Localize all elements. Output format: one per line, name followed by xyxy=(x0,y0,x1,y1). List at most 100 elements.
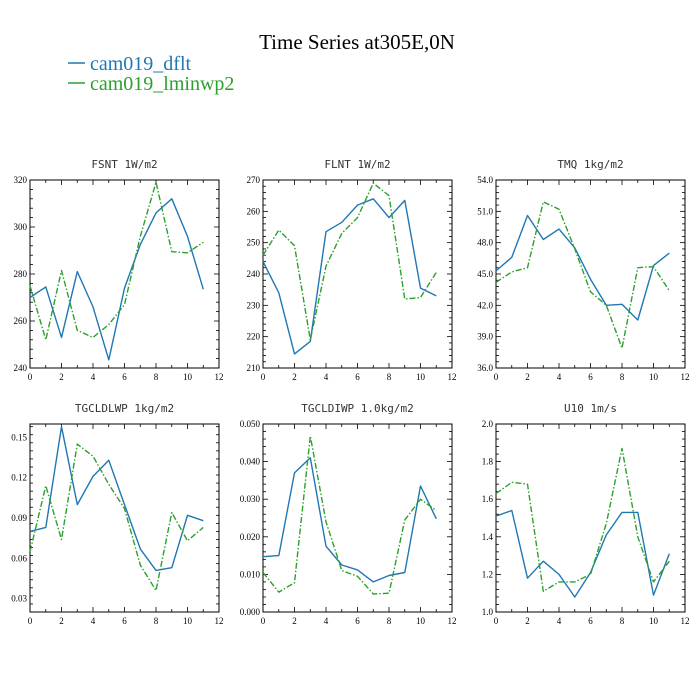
panel-6: U10 1m/s 0 2 4 6 8 10 12 1.0 1.2 1.4 1.6 1.8 2.0 xyxy=(482,402,690,626)
panel-title: U10 1m/s xyxy=(564,402,617,415)
y-tick-label: 1.4 xyxy=(482,532,494,542)
series-line-lminwp2 xyxy=(262,182,437,341)
x-tick-label: 2 xyxy=(292,372,297,382)
panel-title: TGCLDIWP 1.0kg/m2 xyxy=(301,402,414,415)
x-tick-label: 12 xyxy=(448,616,457,626)
x-tick-label: 2 xyxy=(59,372,64,382)
x-tick-label: 8 xyxy=(620,616,625,626)
x-tick-label: 10 xyxy=(649,616,659,626)
y-tick-label: 0.010 xyxy=(240,569,261,579)
x-tick-label: 8 xyxy=(387,372,392,382)
legend: cam019_dflt cam019_lminwp2 xyxy=(68,53,234,95)
x-tick-label: 6 xyxy=(122,372,127,382)
y-tick-label: 51.0 xyxy=(477,206,493,216)
x-tick-label: 2 xyxy=(525,616,530,626)
y-tick-label: 2.0 xyxy=(482,419,494,429)
x-tick-label: 6 xyxy=(122,616,127,626)
legend-label-lminwp2: cam019_lminwp2 xyxy=(90,73,234,95)
series-line-dflt xyxy=(262,457,437,583)
panel-3: TMQ 1kg/m2 0 2 4 6 8 10 12 36.0 39.0 42.0 45.0 48.0 5… xyxy=(477,158,689,382)
plot-frame xyxy=(29,179,220,369)
y-tick-label: 1.8 xyxy=(482,457,494,467)
y-tick-label: 36.0 xyxy=(477,363,493,373)
x-tick-label: 4 xyxy=(557,372,562,382)
series-line-lminwp2 xyxy=(495,201,670,349)
y-tick-label: 230 xyxy=(247,300,261,310)
legend-label-dflt: cam019_dflt xyxy=(90,53,192,75)
x-tick-label: 8 xyxy=(387,616,392,626)
y-tick-label: 0.15 xyxy=(11,432,27,442)
x-tick-label: 0 xyxy=(28,372,33,382)
series-line-lminwp2 xyxy=(495,447,670,592)
x-tick-label: 8 xyxy=(154,616,159,626)
x-tick-label: 10 xyxy=(416,372,426,382)
x-tick-label: 4 xyxy=(91,616,96,626)
panel-title: FSNT 1W/m2 xyxy=(91,158,157,171)
y-tick-label: 42.0 xyxy=(477,300,493,310)
x-tick-label: 12 xyxy=(681,372,690,382)
panel-title: FLNT 1W/m2 xyxy=(324,158,390,171)
x-tick-label: 6 xyxy=(355,372,360,382)
y-tick-label: 0.06 xyxy=(11,553,27,563)
x-tick-label: 8 xyxy=(154,372,159,382)
y-tick-label: 0.020 xyxy=(240,532,261,542)
x-tick-label: 0 xyxy=(261,372,266,382)
x-tick-label: 12 xyxy=(448,372,457,382)
y-tick-label: 320 xyxy=(14,175,28,185)
panel-5: TGCLDIWP 1.0kg/m2 0 2 4 6 8 10 12 0.000 0.010 0.02… xyxy=(240,402,457,626)
y-tick-label: 0.050 xyxy=(240,419,261,429)
plot-frame xyxy=(495,423,686,613)
x-tick-label: 2 xyxy=(59,616,64,626)
y-tick-label: 240 xyxy=(14,363,28,373)
x-tick-label: 10 xyxy=(183,616,193,626)
y-tick-label: 45.0 xyxy=(477,269,493,279)
y-tick-label: 240 xyxy=(247,269,261,279)
x-tick-label: 10 xyxy=(649,372,659,382)
y-tick-label: 0.09 xyxy=(11,513,27,523)
x-tick-label: 12 xyxy=(681,616,690,626)
y-tick-label: 280 xyxy=(14,269,28,279)
series-line-dflt xyxy=(29,198,204,361)
series-line-dflt xyxy=(262,198,437,355)
y-tick-label: 1.0 xyxy=(482,607,494,617)
figure-title: Time Series at305E,0N xyxy=(259,30,455,54)
x-tick-label: 2 xyxy=(292,616,297,626)
x-tick-label: 8 xyxy=(620,372,625,382)
panel-1: FSNT 1W/m2 0 2 4 6 8 10 12 240 260 280 300 320 xyxy=(14,158,224,382)
x-tick-label: 10 xyxy=(416,616,426,626)
x-tick-label: 12 xyxy=(215,372,224,382)
x-tick-label: 0 xyxy=(28,616,33,626)
x-tick-label: 12 xyxy=(215,616,224,626)
y-tick-label: 0.03 xyxy=(11,594,27,604)
x-tick-label: 6 xyxy=(355,616,360,626)
y-tick-label: 300 xyxy=(14,222,28,232)
panel-title: TMQ 1kg/m2 xyxy=(557,158,623,171)
x-tick-label: 2 xyxy=(525,372,530,382)
y-tick-label: 250 xyxy=(247,238,261,248)
x-tick-label: 6 xyxy=(588,616,593,626)
y-tick-label: 260 xyxy=(247,206,261,216)
x-tick-label: 0 xyxy=(494,372,499,382)
series-line-dflt xyxy=(29,426,204,572)
y-tick-label: 0.12 xyxy=(11,473,27,483)
y-tick-label: 220 xyxy=(247,332,261,342)
panel-title: TGCLDLWP 1kg/m2 xyxy=(75,402,174,415)
y-tick-label: 1.6 xyxy=(482,494,494,504)
y-tick-label: 54.0 xyxy=(477,175,493,185)
series-line-dflt xyxy=(495,214,670,321)
panel-4: TGCLDLWP 1kg/m2 0 2 4 6 8 10 12 0.03 0.06 0.09 0.12… xyxy=(11,402,223,626)
y-tick-label: 1.2 xyxy=(482,569,493,579)
x-tick-label: 10 xyxy=(183,372,193,382)
series-line-lminwp2 xyxy=(29,181,204,341)
plot-frame xyxy=(495,179,686,369)
series-line-lminwp2 xyxy=(262,435,437,595)
series-line-lminwp2 xyxy=(29,443,204,592)
y-tick-label: 0.040 xyxy=(240,457,261,467)
panel-2: FLNT 1W/m2 0 2 4 6 8 10 12 210 220 230 240 250 260 270 xyxy=(247,158,457,382)
x-tick-label: 4 xyxy=(324,372,329,382)
x-tick-label: 0 xyxy=(261,616,266,626)
x-tick-label: 4 xyxy=(91,372,96,382)
x-tick-label: 4 xyxy=(324,616,329,626)
